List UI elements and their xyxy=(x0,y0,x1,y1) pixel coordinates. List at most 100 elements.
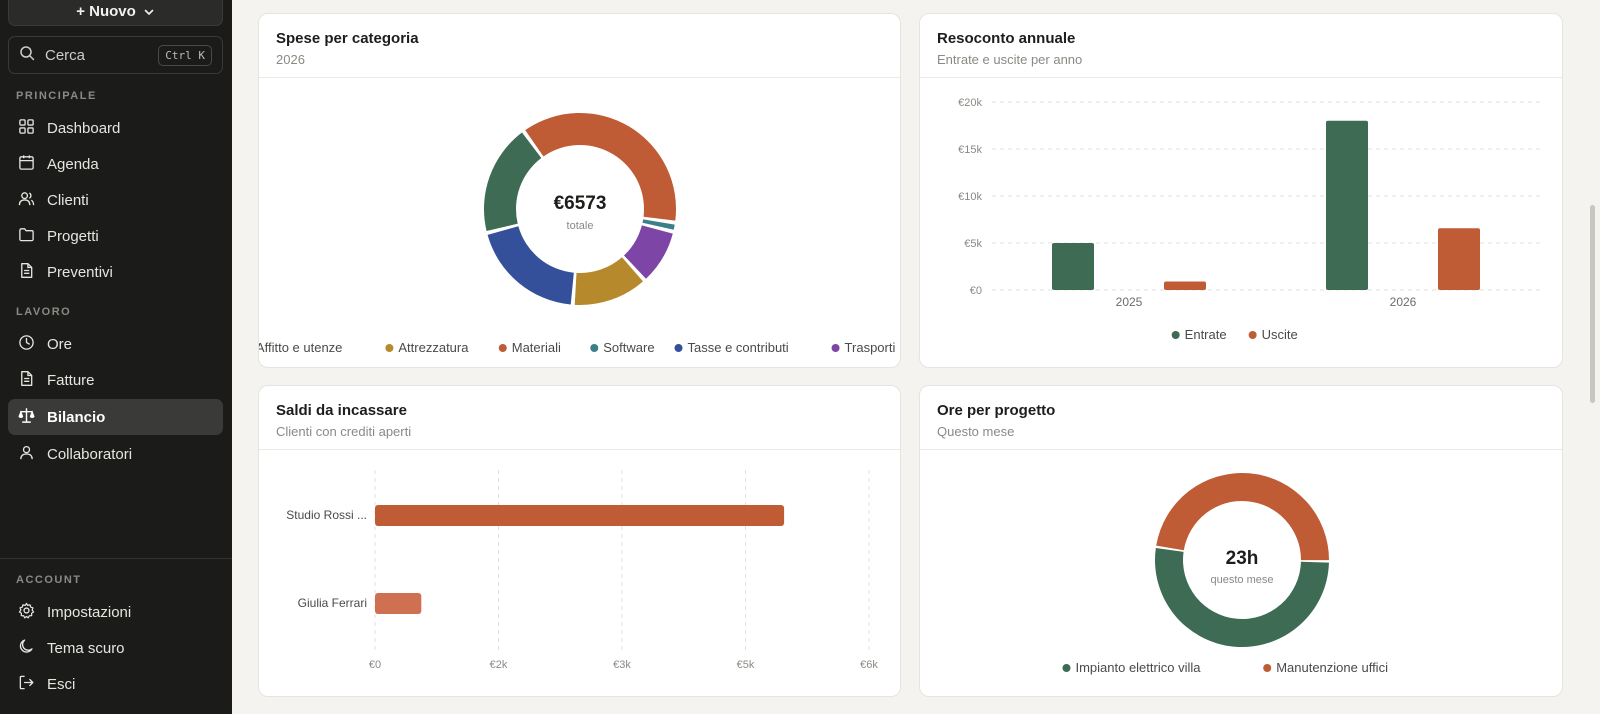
sidebar-item-clienti[interactable]: Clienti xyxy=(8,182,223,218)
legend-label-entrate: Entrate xyxy=(1185,327,1227,342)
sidebar-item-dashboard[interactable]: Dashboard xyxy=(8,110,223,146)
legend-swatch xyxy=(590,344,599,352)
x-tick-label: €0 xyxy=(369,659,381,671)
donut-center-value: €6573 xyxy=(554,193,607,214)
legend-swatch xyxy=(1062,664,1071,672)
folder-icon xyxy=(18,226,35,247)
bar-uscite-2026[interactable] xyxy=(1438,228,1480,290)
y-tick-label: Giulia Ferrari xyxy=(298,596,367,610)
donut-center-value: 23h xyxy=(1226,548,1259,569)
donut-slice-attrezzatura[interactable] xyxy=(574,257,644,305)
sidebar-item-preventivi[interactable]: Preventivi xyxy=(8,254,223,290)
sidebar-item-impostazioni[interactable]: Impostazioni xyxy=(8,594,223,630)
sidebar-item-collaboratori[interactable]: Collaboratori xyxy=(8,436,223,472)
sidebar-item-label: Impostazioni xyxy=(47,603,132,621)
search-input[interactable]: Cerca Ctrl K xyxy=(8,36,223,74)
y-tick-label: €15k xyxy=(958,144,982,156)
legend-label-software: Software xyxy=(603,340,654,355)
bar-entrate-2026[interactable] xyxy=(1326,120,1368,290)
users-icon xyxy=(18,190,35,211)
bar-entrate-2025[interactable] xyxy=(1052,243,1094,290)
sidebar-divider xyxy=(0,558,232,559)
chart-legend: Impianto elettrico villa Manutenzione uff… xyxy=(1062,660,1388,675)
bar-uscite-2025[interactable] xyxy=(1164,281,1206,290)
card-title: Resoconto annuale xyxy=(937,30,1076,47)
y-tick-label: €5k xyxy=(964,238,982,250)
sidebar-item-label: Collaboratori xyxy=(47,445,133,463)
new-button-label: + Nuovo xyxy=(76,3,136,20)
card-header: Ore per progetto Questo mese xyxy=(920,386,1562,450)
legend-label-attrezzatura: Attrezzatura xyxy=(398,340,469,355)
scrollbar-thumb[interactable] xyxy=(1590,205,1595,403)
donut-slice-tasse-e-contributi[interactable] xyxy=(487,226,574,305)
legend-label-tasse-e-contributi: Tasse e contributi xyxy=(688,340,789,355)
legend-label-affitto-e-utenze: Affitto e utenze xyxy=(259,340,342,355)
annual-card: Resoconto annuale Entrate e uscite per a… xyxy=(919,13,1563,368)
sidebar-item-label: Agenda xyxy=(47,155,99,173)
expenses-card: Spese per categoria 2026 €6573 totale Affi… xyxy=(258,13,901,368)
y-tick-label: €0 xyxy=(970,285,982,297)
sidebar-item-agenda[interactable]: Agenda xyxy=(8,146,223,182)
legend-label-impianto-elettrico-villa: Impianto elettrico villa xyxy=(1075,660,1201,675)
legend-swatch xyxy=(831,344,840,352)
legend-swatch xyxy=(1171,331,1180,339)
legend-label-trasporti: Trasporti xyxy=(845,340,896,355)
card-title: Spese per categoria xyxy=(276,30,419,47)
sidebar-item-label: Tema scuro xyxy=(47,639,125,657)
legend-swatch xyxy=(1248,331,1257,339)
card-header: Spese per categoria 2026 xyxy=(259,14,900,78)
sidebar-item-label: Fatture xyxy=(47,371,95,389)
x-tick-label: 2026 xyxy=(1390,295,1417,309)
sidebar-item-esci[interactable]: Esci xyxy=(8,666,223,702)
x-tick-label: €3k xyxy=(613,659,631,671)
card-subtitle: 2026 xyxy=(276,52,305,67)
donut-slice-affitto-e-utenze[interactable] xyxy=(484,132,542,232)
search-shortcut-badge: Ctrl K xyxy=(158,44,212,66)
donut-slice-manutenzione-uffici[interactable] xyxy=(1156,472,1329,561)
dashboard-icon xyxy=(18,118,35,139)
sidebar-item-label: Clienti xyxy=(47,191,89,209)
sidebar-item-bilancio[interactable]: Bilancio xyxy=(8,399,223,435)
sidebar-item-fatture[interactable]: Fatture xyxy=(8,362,223,398)
chevron-down-icon xyxy=(143,6,155,18)
card-header: Saldi da incassare Clienti con crediti a… xyxy=(259,386,900,450)
sidebar-item-progetti[interactable]: Progetti xyxy=(8,218,223,254)
bar-giulia-ferrari[interactable] xyxy=(375,593,422,614)
annual-bar-chart: €0 €5k €10k €15k €20k 2025 2026 Entrate Uscite xyxy=(958,97,1540,342)
clock-icon xyxy=(18,334,35,355)
new-button[interactable]: + Nuovo xyxy=(8,0,223,26)
sidebar-item-ore[interactable]: Ore xyxy=(8,326,223,362)
bar-studio-rossi[interactable] xyxy=(375,505,785,526)
legend-swatch xyxy=(674,344,683,352)
legend-label-uscite: Uscite xyxy=(1262,327,1298,342)
sidebar-item-label: Progetti xyxy=(47,227,99,245)
sidebar-item-tema-scuro[interactable]: Tema scuro xyxy=(8,630,223,666)
legend-swatch xyxy=(1263,664,1272,672)
card-title: Saldi da incassare xyxy=(276,402,407,419)
donut-slice-impianto-elettrico-villa[interactable] xyxy=(1155,548,1329,647)
card-subtitle: Entrate e uscite per anno xyxy=(937,52,1083,67)
gear-icon xyxy=(18,602,35,623)
sidebar: + Nuovo Cerca Ctrl K PRINCIPALE Dashboar… xyxy=(0,0,232,714)
donut-slice-software[interactable] xyxy=(642,219,675,230)
chart-legend: Entrate Uscite xyxy=(1171,327,1298,342)
x-tick-label: 2025 xyxy=(1116,295,1143,309)
hours-card: Ore per progetto Questo mese 23h questo m… xyxy=(919,385,1563,697)
sidebar-item-label: Preventivi xyxy=(47,263,113,281)
section-label-lavoro: LAVORO xyxy=(16,306,72,318)
donut-slice-materiali[interactable] xyxy=(525,112,676,221)
donut-slice-trasporti[interactable] xyxy=(623,225,673,279)
document-icon xyxy=(18,262,35,283)
y-tick-label: €10k xyxy=(958,191,982,203)
expenses-donut-chart: €6573 totale Affitto e utenze Attrezzatura M… xyxy=(259,112,896,355)
card-header: Resoconto annuale Entrate e uscite per a… xyxy=(920,14,1562,78)
donut-center-label: questo mese xyxy=(1211,574,1274,586)
card-subtitle: Questo mese xyxy=(937,424,1015,439)
user-icon xyxy=(18,444,35,465)
x-tick-label: €5k xyxy=(737,659,755,671)
balances-bar-chart: €0 €2k €3k €5k €6k Studio Rossi ... Giulia Fer… xyxy=(286,470,878,671)
card-title: Ore per progetto xyxy=(937,402,1056,419)
sidebar-item-label: Esci xyxy=(47,675,76,693)
moon-icon xyxy=(18,638,35,659)
sidebar-item-label: Bilancio xyxy=(47,408,106,426)
